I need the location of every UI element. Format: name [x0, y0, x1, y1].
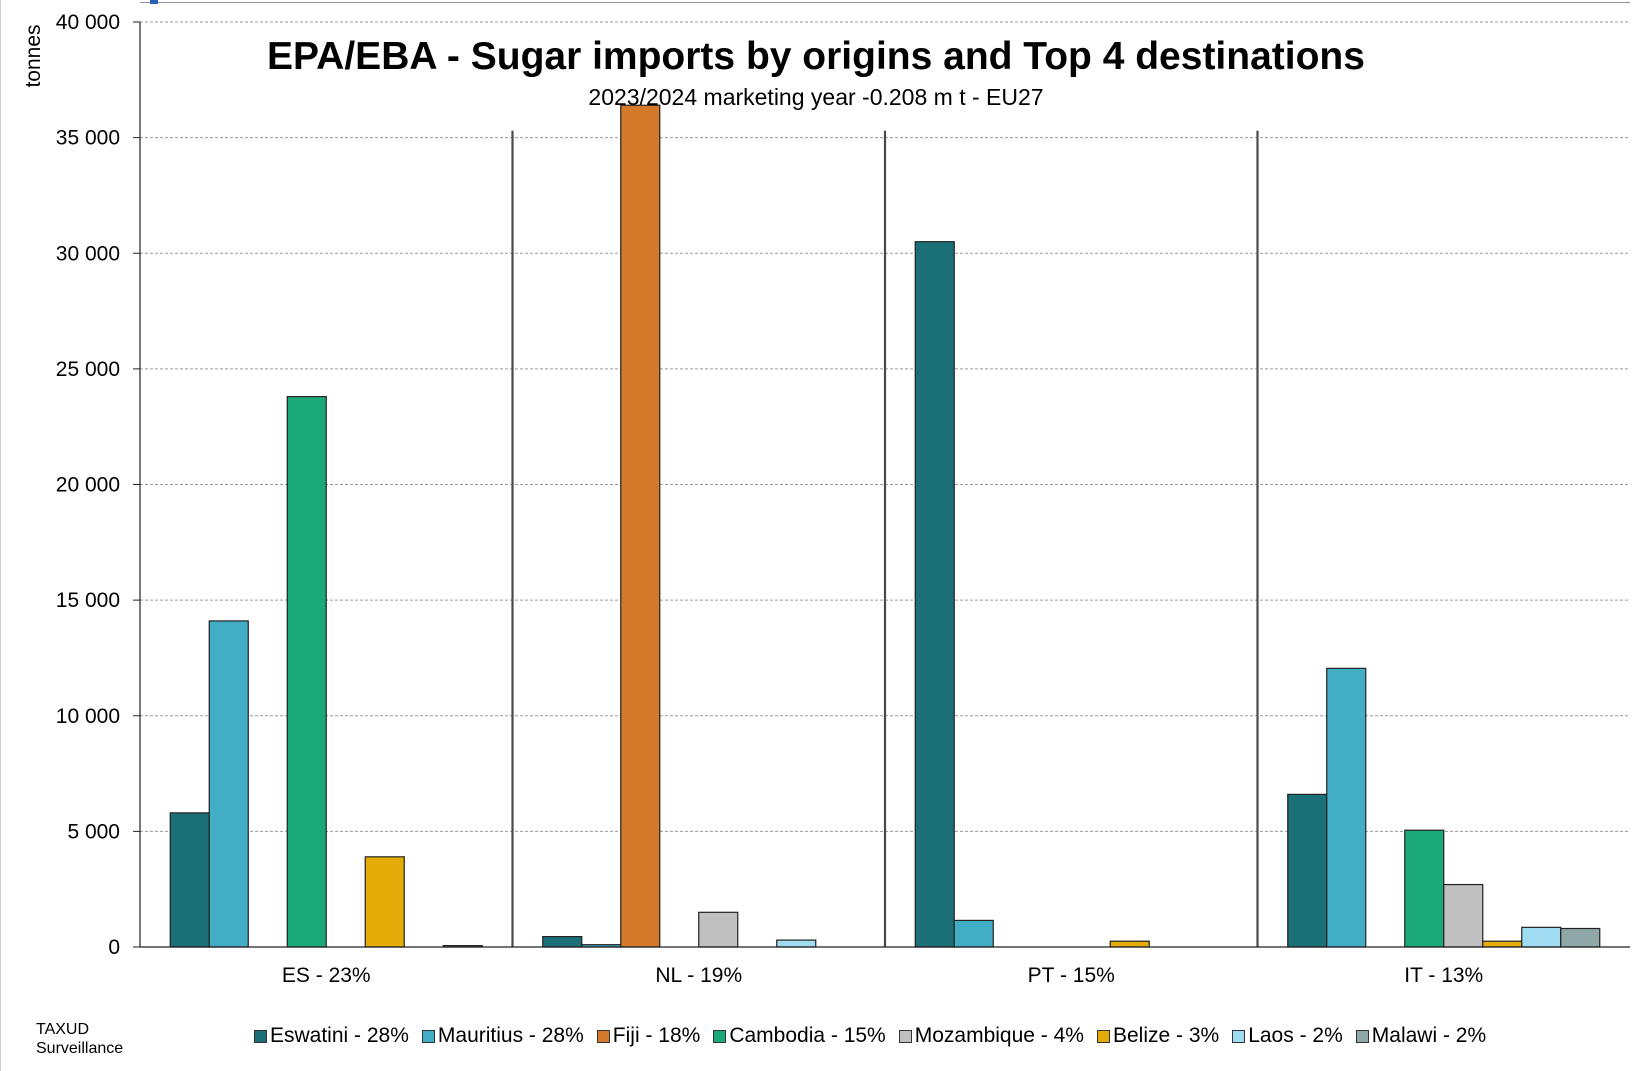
y-tick-label: 20 000	[56, 474, 120, 497]
frame-left-border	[0, 0, 1, 1071]
axis-labels: 0 5 000 10 000 15 000 20 000 25 000 30 000 35 0…	[22, 11, 1483, 987]
bar	[286, 396, 327, 948]
legend-item: Mauritius - 28%	[421, 1024, 584, 1048]
legend: Eswatini - 28% Mauritius - 28% Fiji - 18% C…	[254, 1024, 1499, 1048]
y-tick-label: 35 000	[56, 127, 120, 150]
legend-label: Mauritius - 28%	[437, 1024, 584, 1047]
bar	[914, 241, 955, 948]
legend-swatch	[713, 1029, 727, 1043]
bar	[364, 856, 405, 948]
bar	[1521, 926, 1562, 948]
x-category-label: ES - 23%	[282, 964, 371, 987]
x-category-label: NL - 19%	[655, 964, 742, 987]
legend-item: Cambodia - 15%	[713, 1024, 886, 1048]
bar	[1109, 940, 1150, 948]
bar	[1482, 940, 1523, 948]
chart-subtitle: 2023/2024 marketing year -0.208 m t - EU…	[588, 84, 1044, 110]
x-category-label: PT - 15%	[1028, 964, 1115, 987]
bar	[953, 919, 994, 948]
y-tick-label: 30 000	[56, 242, 120, 265]
legend-label: Eswatini - 28%	[270, 1024, 409, 1047]
bar	[1443, 883, 1484, 948]
bar	[698, 911, 739, 948]
legend-swatch	[1096, 1029, 1110, 1043]
y-tick-label: 40 000	[56, 11, 120, 34]
legend-swatch	[1355, 1029, 1369, 1043]
x-category-label: IT - 13%	[1404, 964, 1483, 987]
bar	[208, 620, 249, 948]
source-line-1: TAXUD	[36, 1021, 90, 1038]
legend-label: Laos - 2%	[1248, 1024, 1343, 1047]
legend-swatch	[898, 1029, 912, 1043]
chart-title: EPA/EBA - Sugar imports by origins and T…	[267, 35, 1365, 78]
legend-label: Mozambique - 4%	[914, 1024, 1084, 1047]
y-tick-label: 0	[108, 936, 120, 959]
y-tick-label: 5 000	[67, 820, 120, 843]
y-tick-label: 10 000	[56, 705, 120, 728]
y-axis-title: tonnes	[22, 24, 45, 87]
bar	[1404, 829, 1445, 948]
y-tick-label: 15 000	[56, 589, 120, 612]
bar	[1326, 667, 1367, 948]
frame-top-border	[140, 2, 1630, 3]
bar	[542, 935, 583, 948]
legend-item: Malawi - 2%	[1355, 1024, 1487, 1048]
legend-label: Belize - 3%	[1112, 1024, 1220, 1047]
legend-item: Belize - 3%	[1096, 1024, 1220, 1048]
legend-label: Malawi - 2%	[1371, 1024, 1487, 1047]
legend-label: Cambodia - 15%	[729, 1024, 886, 1047]
legend-item: Mozambique - 4%	[898, 1024, 1084, 1048]
source-note: TAXUD Surveillance	[36, 1020, 123, 1058]
legend-item: Eswatini - 28%	[254, 1024, 409, 1048]
bar	[620, 104, 661, 948]
bar	[1287, 793, 1328, 948]
legend-item: Fiji - 18%	[596, 1024, 701, 1048]
legend-swatch	[596, 1029, 610, 1043]
legend-swatch	[1232, 1029, 1246, 1043]
legend-swatch	[254, 1029, 267, 1043]
bar	[169, 812, 210, 948]
bar	[1560, 927, 1601, 948]
bars	[169, 104, 1601, 948]
legend-label: Fiji - 18%	[612, 1024, 701, 1047]
y-tick-label: 25 000	[56, 358, 120, 381]
corner-mark	[150, 0, 158, 4]
legend-item: Laos - 2%	[1232, 1024, 1343, 1048]
axes	[133, 21, 1630, 948]
group-separators	[511, 130, 1259, 947]
source-line-2: Surveillance	[36, 1040, 124, 1057]
bar	[776, 939, 817, 948]
legend-swatch	[421, 1029, 435, 1043]
